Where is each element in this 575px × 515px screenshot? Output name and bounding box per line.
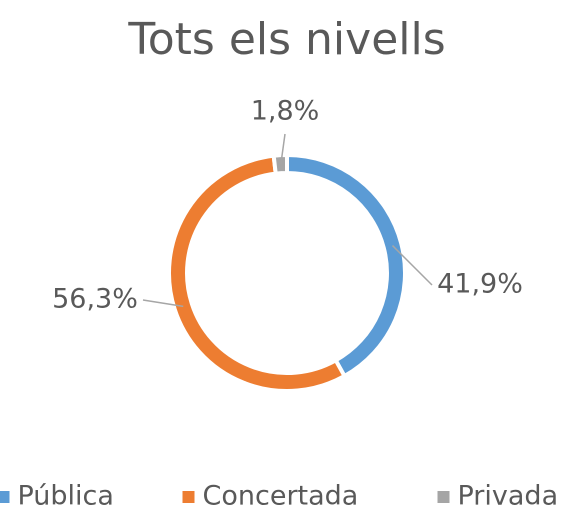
legend-swatch <box>182 491 195 503</box>
legend-label: Pública <box>18 481 114 512</box>
leader-line <box>280 133 286 165</box>
legend-label: Privada <box>458 481 559 512</box>
data-label: 56,3% <box>52 284 138 315</box>
leader-line <box>391 245 433 286</box>
donut-slice <box>271 152 289 176</box>
legend-swatch <box>437 491 450 503</box>
donut-slice <box>285 152 407 379</box>
leader-line <box>142 299 184 308</box>
chart-title: Tots els nivells <box>127 14 445 65</box>
data-label: 1,8% <box>251 96 320 127</box>
legend-swatch <box>0 491 10 503</box>
donut-slice <box>167 153 348 393</box>
legend-label: Concertada <box>203 481 359 512</box>
data-label: 41,9% <box>437 269 523 300</box>
